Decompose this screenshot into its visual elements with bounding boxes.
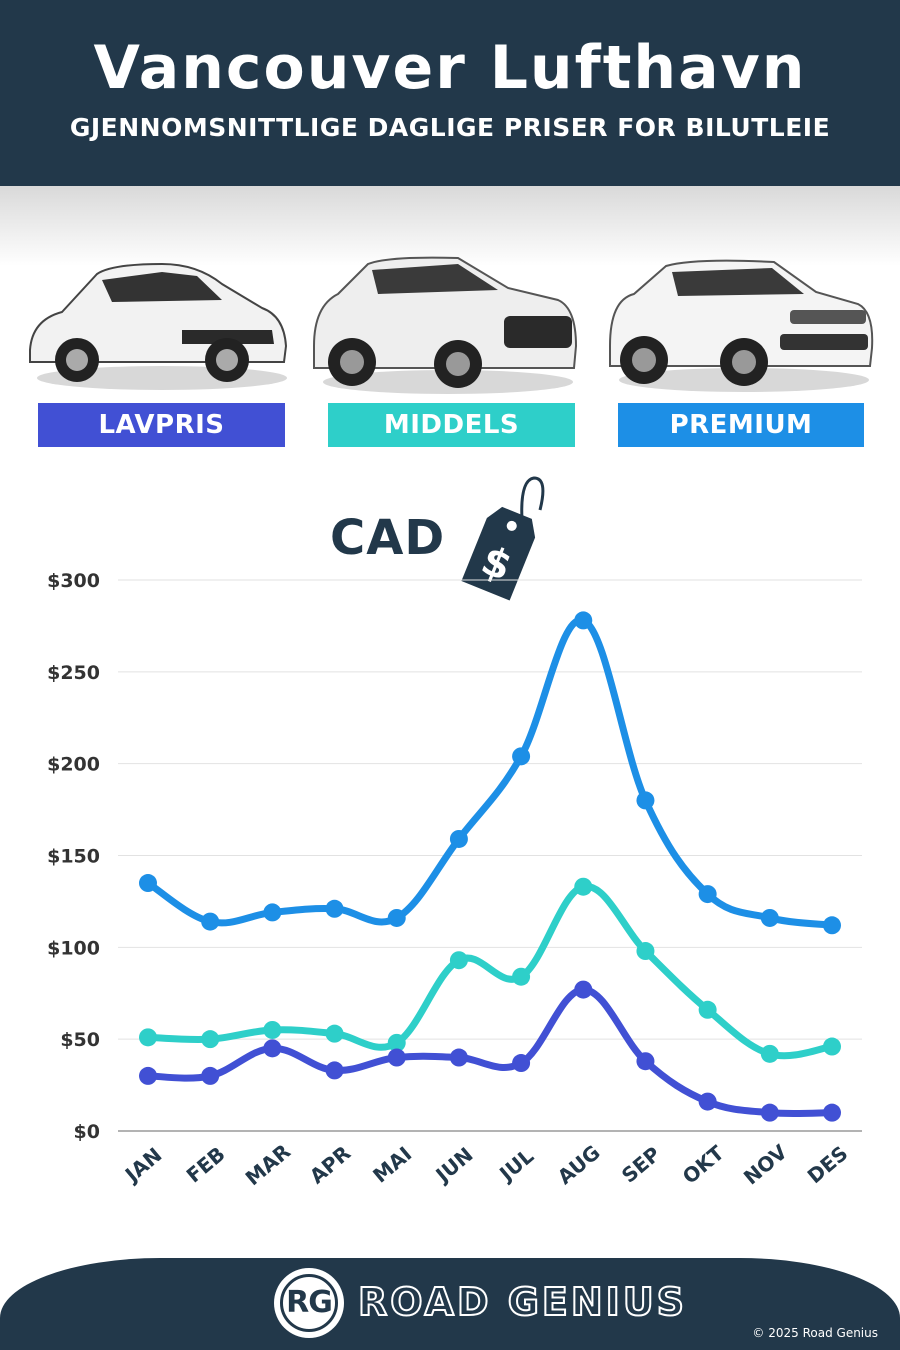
data-point-lavpris [139,1066,157,1085]
x-tick-label: JAN [119,1143,166,1188]
header-fade [0,186,900,266]
data-point-lavpris [449,1048,468,1067]
y-tick-label: $0 [74,1121,100,1143]
data-point-middels [760,1044,779,1063]
currency-label: CAD [330,510,446,566]
label-midsize: MIDDELS [328,403,575,447]
copyright: © 2025 Road Genius [752,1326,878,1340]
y-tick-label: $50 [60,1029,100,1051]
x-tick-label: APR [305,1141,355,1189]
data-point-premium [760,908,779,927]
series-line-premium [144,616,836,929]
data-point-middels [263,1020,282,1039]
data-point-premium [263,903,282,922]
data-point-premium [201,912,220,931]
data-point-middels [512,967,531,986]
data-point-lavpris [201,1066,220,1085]
x-tick-label: OKT [678,1140,729,1188]
y-tick-label: $100 [47,937,100,959]
data-point-lavpris [823,1103,841,1122]
header: Vancouver Lufthavn GJENNOMSNITTLIGE DAGL… [0,0,900,186]
x-tick-label: NOV [739,1139,792,1189]
logo-text: RG [280,1274,338,1332]
data-point-premium [387,908,406,927]
y-tick-label: $300 [47,570,100,592]
data-point-premium [325,899,344,918]
car-midsize-image [308,250,578,400]
data-point-premium [139,874,157,893]
y-tick-label: $200 [47,754,100,776]
data-point-middels [201,1030,220,1049]
data-point-middels [449,951,468,970]
x-tick-label: SEP [617,1142,665,1188]
x-tick-label: DES [803,1141,853,1188]
price-tag-icon: $ [461,476,545,601]
y-tick-label: $250 [47,662,100,684]
data-point-lavpris [574,980,593,999]
data-point-lavpris [636,1052,655,1071]
data-point-premium [698,885,717,904]
data-point-premium [636,791,655,810]
data-point-lavpris [263,1039,282,1058]
x-tick-label: JUN [430,1142,478,1188]
brand-name: ROAD GENIUS [357,1279,688,1325]
price-chart: $0 $50 $100 $150 $200 $250 $300 JAN FEB MAR APR MAI… [47,570,862,1190]
car-economy-image [22,250,292,400]
x-tick-label: AUG [553,1140,605,1189]
series-line-lavpris [144,986,836,1118]
data-point-premium [823,916,841,935]
x-tick-label: MAI [368,1142,416,1188]
data-point-lavpris [512,1054,531,1073]
x-tick-label: JUL [493,1144,538,1187]
data-point-lavpris [387,1048,406,1067]
page-title: Vancouver Lufthavn [93,33,807,103]
data-point-premium [512,747,531,766]
data-point-middels [387,1033,406,1052]
logo-badge: RG [274,1268,344,1338]
data-point-lavpris [760,1103,779,1122]
car-premium-image [604,250,874,400]
data-point-middels [636,942,655,961]
data-point-middels [823,1037,841,1056]
x-tick-label: MAR [241,1139,295,1190]
data-point-middels [139,1028,157,1047]
data-point-middels [574,877,593,896]
page-subtitle: GJENNOMSNITTLIGE DAGLIGE PRISER FOR BILU… [69,113,831,142]
y-tick-label: $150 [47,846,100,868]
data-point-premium [449,829,468,848]
x-tick-label: FEB [182,1142,230,1188]
footer [0,1258,900,1350]
label-premium: PREMIUM [618,403,864,447]
data-point-lavpris [325,1061,344,1080]
data-point-lavpris [698,1092,717,1111]
data-point-middels [325,1024,344,1043]
data-point-premium [574,611,593,630]
data-point-middels [698,1000,717,1019]
label-economy: LAVPRIS [38,403,285,447]
